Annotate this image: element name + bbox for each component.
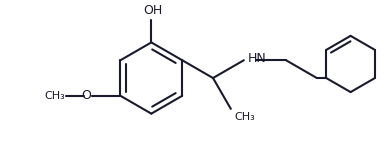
Text: HN: HN: [248, 52, 266, 65]
Text: OH: OH: [144, 4, 163, 17]
Text: CH₃: CH₃: [45, 91, 65, 101]
Text: CH₃: CH₃: [235, 112, 255, 122]
Text: O: O: [82, 89, 91, 102]
